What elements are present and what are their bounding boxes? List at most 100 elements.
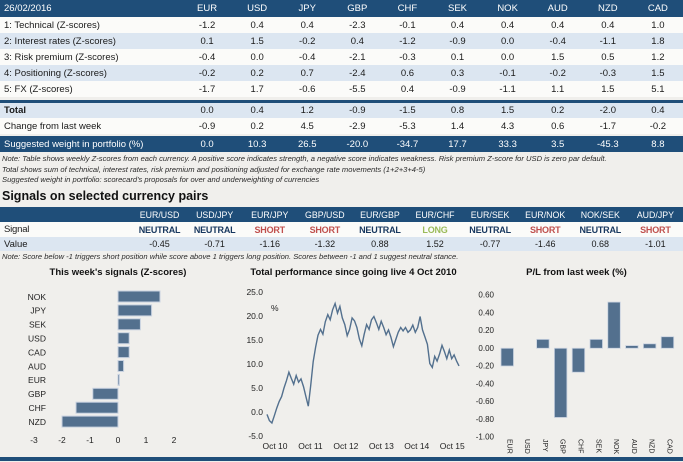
scorecard-table: 26/02/2016 EUR USD JPY GBP CHF SEK NOK AUD NZD CAD… (0, 0, 683, 152)
category-label-jpy: JPY (30, 306, 46, 316)
chart-pl-last-week: P/L from last week (%) 0.60 0.40 0.20 0.00 -… (470, 265, 683, 457)
change-value: 4.5 (300, 120, 314, 132)
chart-weekly-signals: This week's signals (Z-scores) NOK JPY SEK… (0, 265, 236, 457)
score-value: 1.1 (551, 83, 565, 95)
category-label-aud: AUD (630, 439, 637, 454)
x-tick-oct-14: Oct 14 (404, 441, 429, 451)
y-tick-10.0: 10.0 (246, 359, 263, 369)
score-value: 0.0 (250, 51, 264, 63)
total-value: 0.4 (250, 105, 264, 116)
currency-header-chf: CHF (397, 3, 418, 14)
score-value: -0.1 (399, 19, 416, 31)
score-value: 0.3 (450, 67, 465, 79)
category-label-gbp: GBP (28, 389, 46, 399)
currency-header-nok: NOK (497, 3, 518, 14)
row-label: 4: Positioning (Z-scores) (4, 67, 107, 79)
bar-cad (660, 336, 675, 349)
weight-value: 0.0 (200, 138, 214, 150)
y-tick--0.60: -0.60 (476, 397, 495, 406)
y-tick-0.20: 0.20 (478, 326, 494, 335)
bar-cad (117, 346, 130, 359)
x-tick-oct-12: Oct 12 (333, 441, 358, 451)
total-value: 1.2 (300, 105, 314, 116)
y-tick--1.00: -1.00 (476, 433, 495, 442)
score-value: -1.1 (499, 83, 516, 95)
scorecard-date: 26/02/2016 (4, 3, 52, 14)
weight-value: 17.7 (448, 138, 467, 150)
bar-eur (500, 347, 514, 367)
weight-label: Suggested weight in portfolio (%) (4, 138, 144, 150)
value-row-label: Value (4, 238, 28, 250)
pair-value: -0.77 (479, 239, 501, 249)
pair-header-eur-gbp: EUR/GBP (360, 209, 400, 220)
x-tick-oct-13: Oct 13 (369, 441, 394, 451)
chart-total-performance: Total performance since going live 4 Oct… (237, 265, 470, 457)
charts-row: This week's signals (Z-scores) NOK JPY SEK… (0, 265, 683, 457)
pair-header-eur-chf: EUR/CHF (415, 209, 455, 220)
row-label: 3: Risk premium (Z-scores) (4, 51, 119, 63)
score-value: -0.4 (549, 35, 566, 47)
total-value: 0.4 (651, 105, 665, 116)
weight-value: 3.5 (551, 138, 565, 150)
change-value: 1.4 (450, 120, 465, 132)
score-value: -0.1 (499, 67, 516, 79)
row-label: 1: Technical (Z-scores) (4, 19, 100, 31)
currency-header-cad: CAD (647, 3, 668, 14)
currency-header-jpy: JPY (298, 3, 316, 14)
score-value: 0.4 (250, 19, 264, 31)
total-row: Total 0.0 0.4 1.2 -0.9 -1.5 0.8 1.5 0.2 -2.0 0.4 (0, 103, 683, 118)
score-value: 0.1 (200, 35, 214, 47)
score-value: -2.1 (349, 51, 366, 63)
x-tick--1: -1 (86, 435, 94, 445)
score-value: -2.3 (349, 19, 366, 31)
x-tick-2: 2 (172, 435, 177, 445)
scorecard-row: 2: Interest rates (Z-scores) 0.1 1.5 -0.2 0.… (0, 33, 683, 49)
pair-value: -0.71 (204, 239, 225, 249)
scorecard-row: 1: Technical (Z-scores) -1.2 0.4 0.4 -2.3 -0.… (0, 17, 683, 33)
total-value: -2.0 (599, 105, 616, 116)
bar-jpy (117, 304, 153, 317)
category-label-aud: AUD (28, 361, 46, 371)
bar-jpy (536, 338, 550, 349)
chart-total-performance-title: Total performance since going live 4 Oct… (250, 267, 457, 278)
score-value: -1.7 (198, 83, 216, 95)
category-label-gbp: GBP (559, 439, 566, 454)
score-value: -0.6 (299, 83, 316, 95)
score-value: 0.0 (501, 51, 515, 63)
score-value: 0.6 (400, 67, 415, 79)
change-value: -5.3 (399, 120, 416, 132)
pair-value: -1.32 (314, 239, 336, 249)
scorecard-row: 4: Positioning (Z-scores) -0.2 0.2 0.7 -2.4 0… (0, 65, 683, 81)
y-tick-20.0: 20.0 (246, 311, 263, 321)
category-label-nok: NOK (28, 292, 47, 302)
score-value: -2.4 (349, 67, 366, 79)
score-value: 0.4 (601, 19, 615, 31)
score-value: -0.2 (198, 67, 216, 79)
pair-value: -1.01 (645, 239, 666, 249)
total-performance-line-chart: 25.0 20.0 15.0 10.0 5.0 0.0 -5.0% Oct 10 Oct 11 O… (246, 287, 465, 451)
pair-value: -1.46 (534, 239, 556, 249)
score-value: -0.4 (198, 51, 216, 63)
pair-value: 0.88 (371, 239, 389, 249)
category-label-sek: SEK (29, 320, 46, 330)
pair-value: 0.68 (591, 239, 610, 249)
score-value: -0.3 (599, 67, 616, 79)
bar-gbp (554, 347, 568, 418)
total-value: -0.9 (349, 105, 366, 116)
currency-header-gbp: GBP (347, 3, 368, 14)
bar-nok (607, 301, 621, 349)
signals-section-heading: Signals on selected currency pairs (2, 189, 209, 203)
score-value: -0.4 (299, 51, 316, 63)
score-value: 1.5 (250, 35, 264, 47)
y-tick-0.00: 0.00 (478, 344, 494, 353)
row-label: 2: Interest rates (Z-scores) (4, 35, 116, 47)
score-value: 1.7 (250, 83, 264, 95)
weight-value: 33.3 (498, 138, 517, 150)
x-tick-oct-11: Oct 11 (298, 441, 323, 451)
change-value: 0.2 (250, 120, 264, 132)
change-value: 4.3 (501, 120, 515, 132)
x-tick-oct-15: Oct 15 (440, 441, 465, 451)
y-tick-0.40: 0.40 (478, 308, 494, 317)
weight-value: -34.7 (396, 138, 419, 150)
